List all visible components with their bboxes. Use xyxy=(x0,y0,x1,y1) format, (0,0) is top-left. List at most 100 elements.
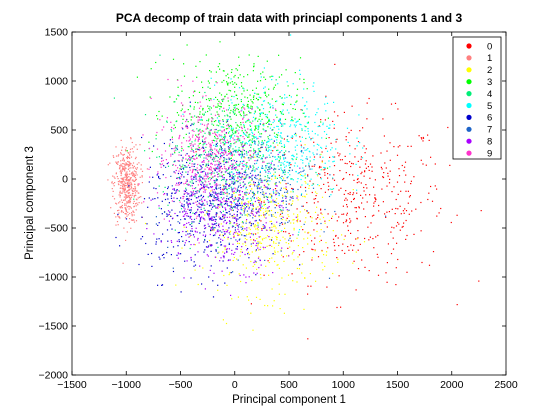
data-point xyxy=(165,167,166,168)
data-point xyxy=(288,112,289,113)
data-point xyxy=(221,82,222,83)
data-point xyxy=(266,230,267,231)
data-point xyxy=(177,215,178,216)
data-point xyxy=(129,171,130,172)
data-point xyxy=(221,136,222,137)
data-point xyxy=(238,197,239,198)
data-point xyxy=(231,72,232,73)
data-point xyxy=(201,177,202,178)
data-point xyxy=(142,182,143,183)
data-point xyxy=(273,88,274,89)
data-point xyxy=(232,165,233,166)
data-point xyxy=(242,173,243,174)
data-point xyxy=(322,197,323,198)
data-point xyxy=(195,254,196,255)
data-point xyxy=(226,229,227,230)
data-point xyxy=(218,200,219,201)
data-point xyxy=(125,189,126,190)
data-point xyxy=(204,162,205,163)
data-point xyxy=(267,187,268,188)
data-point xyxy=(208,87,209,88)
data-point xyxy=(301,193,302,194)
data-point xyxy=(247,74,248,75)
data-point xyxy=(278,157,279,158)
data-point xyxy=(137,77,138,78)
data-point xyxy=(207,106,208,107)
data-point xyxy=(252,178,253,179)
data-point xyxy=(204,200,205,201)
data-point xyxy=(316,193,317,194)
data-point xyxy=(123,228,124,229)
data-point xyxy=(270,194,271,195)
data-point xyxy=(361,202,362,203)
data-point xyxy=(142,175,143,176)
data-point xyxy=(173,148,174,149)
data-point xyxy=(352,106,353,107)
data-point xyxy=(232,215,233,216)
data-point xyxy=(295,134,296,135)
data-point xyxy=(206,211,207,212)
data-point xyxy=(162,213,163,214)
data-point xyxy=(253,95,254,96)
data-point xyxy=(177,241,178,242)
data-point xyxy=(233,96,234,97)
data-point xyxy=(281,218,282,219)
data-point xyxy=(224,115,225,116)
data-point xyxy=(285,157,286,158)
data-point xyxy=(290,164,291,165)
data-point xyxy=(213,235,214,236)
data-point xyxy=(184,261,185,262)
data-point xyxy=(195,66,196,67)
data-point xyxy=(215,185,216,186)
data-point xyxy=(116,172,117,173)
data-point xyxy=(119,165,120,166)
data-point xyxy=(275,243,276,244)
data-point xyxy=(121,193,122,194)
data-point xyxy=(370,222,371,223)
data-point xyxy=(193,155,194,156)
data-point xyxy=(271,240,272,241)
data-point xyxy=(214,129,215,130)
data-point xyxy=(190,191,191,192)
data-point xyxy=(261,228,262,229)
data-point xyxy=(205,227,206,228)
data-point xyxy=(304,277,305,278)
data-point xyxy=(199,119,200,120)
data-point xyxy=(242,141,243,142)
data-point xyxy=(222,271,223,272)
data-point xyxy=(172,189,173,190)
data-point xyxy=(294,118,295,119)
data-point xyxy=(134,176,135,177)
data-point xyxy=(397,108,398,109)
data-point xyxy=(313,145,314,146)
data-point xyxy=(196,151,197,152)
data-point xyxy=(200,106,201,107)
data-point xyxy=(262,165,263,166)
data-point xyxy=(128,196,129,197)
data-point xyxy=(236,205,237,206)
data-point xyxy=(159,156,160,157)
data-point xyxy=(305,158,306,159)
data-point xyxy=(208,245,209,246)
data-point xyxy=(167,193,168,194)
data-point xyxy=(219,130,220,131)
data-point xyxy=(293,259,294,260)
data-point xyxy=(261,76,262,77)
data-point xyxy=(224,130,225,131)
data-point xyxy=(304,224,305,225)
data-point xyxy=(251,200,252,201)
data-point xyxy=(239,150,240,151)
data-point xyxy=(269,258,270,259)
data-point xyxy=(112,196,113,197)
data-point xyxy=(119,180,120,181)
data-point xyxy=(328,189,329,190)
data-point xyxy=(212,190,213,191)
data-point xyxy=(307,338,308,339)
data-point xyxy=(283,188,284,189)
data-point xyxy=(190,138,191,139)
data-point xyxy=(254,193,255,194)
data-point xyxy=(274,261,275,262)
data-point xyxy=(415,209,416,210)
data-point xyxy=(341,234,342,235)
data-point xyxy=(187,213,188,214)
